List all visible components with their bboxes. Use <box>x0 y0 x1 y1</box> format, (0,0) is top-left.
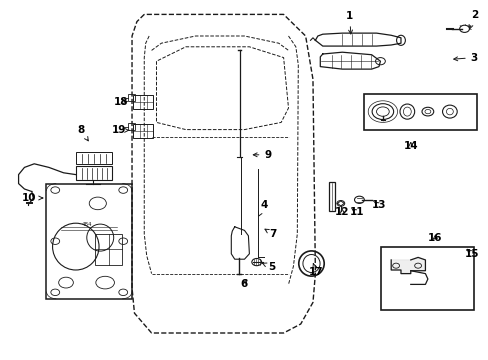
Polygon shape <box>390 257 425 274</box>
Text: 19: 19 <box>112 125 129 135</box>
Bar <box>381 247 473 310</box>
Text: 484: 484 <box>81 222 92 228</box>
Bar <box>46 184 132 299</box>
Text: 15: 15 <box>464 249 478 259</box>
Text: 17: 17 <box>308 264 323 277</box>
Bar <box>95 234 122 265</box>
Bar <box>127 94 135 101</box>
Text: 14: 14 <box>403 141 417 151</box>
Text: 13: 13 <box>371 200 386 210</box>
Bar <box>364 94 476 130</box>
Text: 3: 3 <box>453 53 477 63</box>
Bar <box>328 182 334 211</box>
Text: 11: 11 <box>349 207 364 217</box>
Bar <box>76 166 112 180</box>
Text: 7: 7 <box>264 229 276 239</box>
Text: 6: 6 <box>240 279 246 289</box>
Text: 12: 12 <box>334 207 349 217</box>
Text: 16: 16 <box>427 233 442 243</box>
Text: 10: 10 <box>22 193 42 203</box>
Text: 9: 9 <box>253 150 271 160</box>
Bar <box>76 152 112 164</box>
Text: 5: 5 <box>262 262 274 272</box>
Bar <box>127 123 135 130</box>
Text: 8: 8 <box>77 125 88 141</box>
Bar <box>133 124 153 138</box>
Text: 18: 18 <box>114 96 128 107</box>
Text: 4: 4 <box>258 200 267 216</box>
Text: 1: 1 <box>346 11 352 34</box>
Text: 2: 2 <box>468 10 477 29</box>
Bar <box>133 95 153 109</box>
